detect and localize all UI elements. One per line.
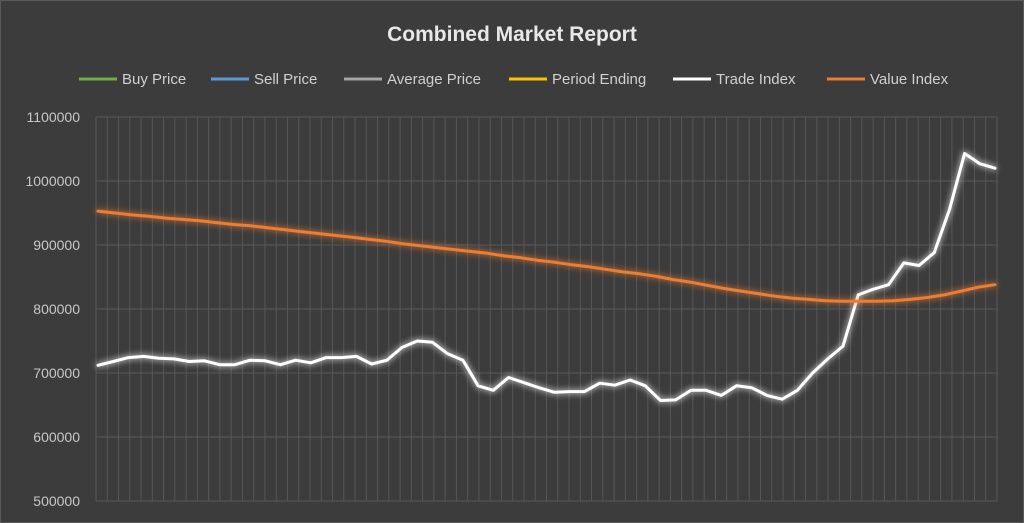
y-axis: 1100000 1000000 900000 800000 700000 600000 50… [25,109,80,509]
grid [95,116,998,502]
y-tick-label: 1100000 [27,109,81,125]
y-tick-label: 900000 [33,237,80,253]
legend-item-buy-price: Buy Price [79,71,186,88]
legend-label: Buy Price [122,71,186,88]
legend-item-trade-index: Trade Index [673,71,796,88]
series-line-trade-index [96,152,997,402]
legend-item-value-index: Value Index [827,71,949,88]
legend-label: Trade Index [716,71,796,88]
legend-item-sell-price: Sell Price [211,71,317,88]
y-tick-label: 600000 [33,429,80,445]
legend-item-period-ending: Period Ending [509,71,646,88]
y-tick-label: 500000 [33,493,80,509]
legend-item-average-price: Average Price [344,71,481,88]
plot-area [96,152,997,493]
legend-label: Value Index [870,71,949,88]
y-tick-label: 800000 [33,301,80,317]
legend-label: Average Price [387,71,481,88]
y-tick-label: 1000000 [25,173,80,189]
series-line-value-index [96,209,997,303]
chart-title: Combined Market Report [387,23,637,46]
y-tick-label: 700000 [33,365,80,381]
legend: Buy Price Sell Price Average Price Period E… [79,71,949,88]
legend-label: Sell Price [254,71,317,88]
legend-label: Period Ending [552,71,646,88]
